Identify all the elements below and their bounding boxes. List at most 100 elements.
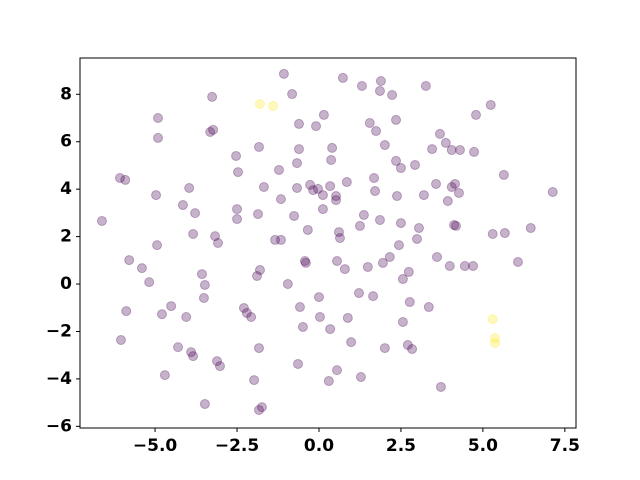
scatter-point xyxy=(253,141,264,152)
scatter-point xyxy=(446,145,457,156)
scatter-point xyxy=(342,312,353,323)
scatter-point xyxy=(404,297,415,308)
y-tick-label: −2 xyxy=(46,321,72,341)
scatter-point xyxy=(374,85,385,96)
x-tick-label: −5.0 xyxy=(133,436,178,456)
scatter-point xyxy=(412,233,423,244)
scatter-point xyxy=(252,270,263,281)
scatter-point xyxy=(302,224,313,235)
scatter-point xyxy=(468,261,479,272)
scatter-point xyxy=(249,375,260,386)
scatter-point xyxy=(205,127,216,137)
scatter-point xyxy=(326,154,337,165)
scatter-point xyxy=(268,100,279,111)
scatter-point xyxy=(341,177,352,188)
scatter-point xyxy=(325,181,336,192)
scatter-point xyxy=(207,91,218,102)
scatter-point xyxy=(278,68,289,79)
scatter-point xyxy=(423,302,434,313)
scatter-point xyxy=(253,404,264,415)
scatter-point xyxy=(293,144,304,155)
y-tick-label: −6 xyxy=(46,416,72,436)
scatter-point xyxy=(275,194,286,205)
scatter-point xyxy=(356,80,367,91)
scatter-point xyxy=(308,185,319,196)
scatter-point xyxy=(512,256,523,267)
scatter-point xyxy=(311,121,322,132)
scatter-point xyxy=(196,269,207,280)
scatter-point xyxy=(96,215,107,226)
scatter-point xyxy=(395,218,406,229)
scatter-point xyxy=(314,312,325,322)
scatter-point xyxy=(124,255,135,266)
scatter-point xyxy=(498,169,509,180)
scatter-point xyxy=(186,347,197,358)
scatter-point xyxy=(199,279,210,290)
scatter-point xyxy=(120,174,131,185)
scatter-point xyxy=(387,90,398,100)
scatter-point xyxy=(358,210,369,221)
scatter-point xyxy=(369,173,380,184)
scatter-point xyxy=(208,124,219,135)
scatter-point xyxy=(339,264,350,275)
scatter-point xyxy=(184,182,195,193)
scatter-point xyxy=(374,214,385,225)
scatter-point xyxy=(254,99,265,110)
scatter-point xyxy=(332,365,343,376)
scatter-point xyxy=(292,158,303,169)
scatter-point xyxy=(305,179,316,190)
scatter-point xyxy=(442,196,453,207)
scatter-point xyxy=(449,219,460,230)
scatter-point xyxy=(469,146,480,157)
scatter-point xyxy=(198,293,209,304)
scatter-point xyxy=(391,114,402,125)
scatter-point xyxy=(397,316,408,327)
scatter-point xyxy=(231,150,242,161)
scatter-point xyxy=(173,342,184,353)
scatter-point xyxy=(213,238,224,248)
x-tick-label: 5.0 xyxy=(468,436,498,456)
scatter-point xyxy=(292,182,303,193)
scatter-point xyxy=(407,344,418,355)
scatter-point xyxy=(384,251,395,262)
scatter-point xyxy=(212,356,223,367)
scatter-point xyxy=(273,164,284,175)
x-tick-label: 0.0 xyxy=(304,436,334,456)
scatter-point xyxy=(454,145,465,156)
scatter-point xyxy=(256,402,267,413)
scatter-point xyxy=(232,214,243,225)
scatter-point xyxy=(258,182,269,193)
scatter-point xyxy=(214,361,225,372)
scatter-point xyxy=(392,191,403,202)
scatter-point xyxy=(420,80,431,91)
scatter-point xyxy=(471,109,482,120)
scatter-point xyxy=(413,223,424,234)
x-tick-label: −2.5 xyxy=(215,436,259,456)
scatter-point xyxy=(353,288,364,299)
scatter-point xyxy=(297,321,308,332)
scatter-point xyxy=(210,231,221,242)
scatter-point xyxy=(432,251,443,262)
scatter-point xyxy=(453,187,464,198)
scatter-point xyxy=(188,228,199,239)
scatter-point xyxy=(490,338,501,349)
scatter-point xyxy=(451,220,462,231)
scatter-point xyxy=(199,399,210,410)
scatter-point xyxy=(289,210,300,221)
scatter-point xyxy=(427,144,438,155)
scatter-point xyxy=(275,234,286,245)
scatter-point xyxy=(368,291,379,302)
scatter-point xyxy=(499,228,510,239)
scatter-point xyxy=(370,186,381,197)
scatter-point xyxy=(362,261,373,272)
scatter-point xyxy=(318,109,329,120)
scatter-point xyxy=(377,257,388,268)
scatter-point xyxy=(253,209,264,220)
scatter-point xyxy=(121,306,132,317)
scatter-point xyxy=(331,195,342,206)
plot-frame xyxy=(79,57,577,429)
scatter-point xyxy=(397,274,408,285)
y-tick-label: 6 xyxy=(60,132,72,152)
scatter-point xyxy=(153,132,164,143)
scatter-point xyxy=(354,220,365,231)
